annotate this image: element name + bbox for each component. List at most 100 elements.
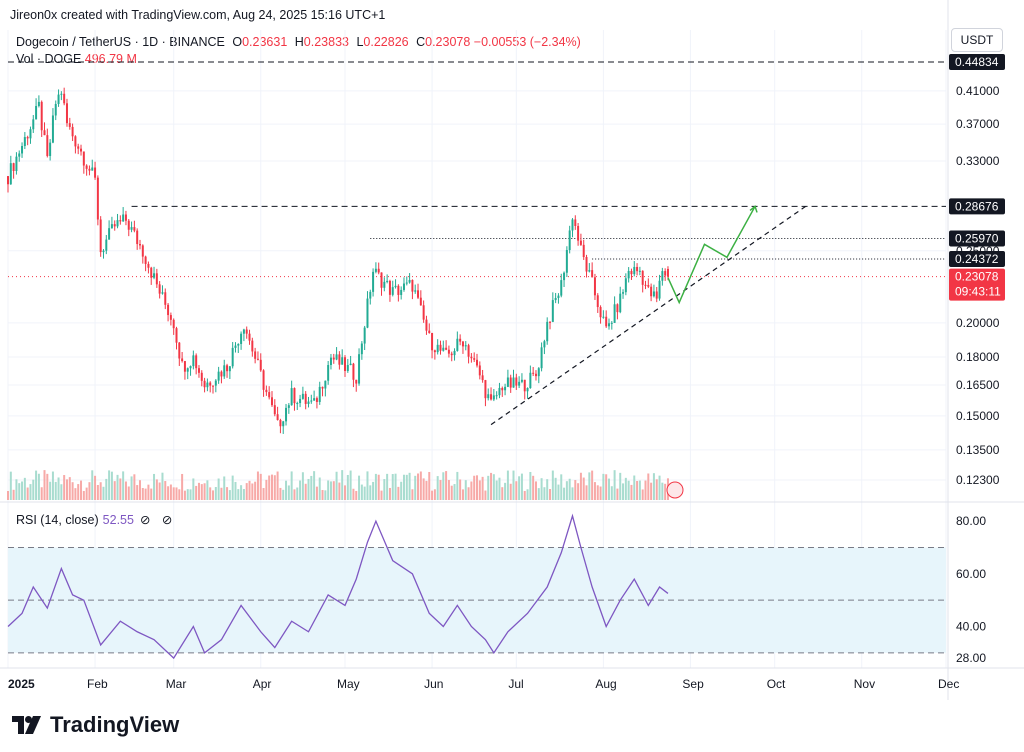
volume-bar [383, 479, 386, 500]
candle-body [476, 359, 478, 366]
volume-bar [141, 488, 144, 500]
volume-bar [358, 475, 361, 500]
candle-body [549, 321, 552, 323]
candle-body [582, 244, 585, 258]
volume-bar [195, 485, 198, 500]
volume-bar [169, 484, 172, 500]
volume-bar [158, 482, 161, 500]
alert-icon [666, 481, 684, 499]
volume-bar [447, 480, 450, 500]
candle-body [425, 319, 428, 331]
candle-body [256, 358, 259, 360]
candle-body [226, 365, 229, 372]
volume-bar [285, 480, 288, 500]
candle-body [203, 380, 206, 388]
candle-body [85, 165, 88, 169]
candle-body [18, 153, 21, 157]
candle-body [279, 419, 282, 427]
volume-bar [619, 472, 622, 500]
candle-body [141, 245, 144, 257]
candle-body [144, 256, 147, 264]
price-tick-label: 0.18000 [956, 350, 1000, 364]
volume-bar [299, 480, 302, 500]
candle-body [658, 280, 661, 299]
candle-body [593, 277, 596, 296]
volume-bar [335, 471, 338, 500]
candle-body [200, 372, 203, 381]
candle-body [313, 398, 316, 401]
volume-bar [242, 489, 245, 500]
volume-bar [574, 480, 577, 500]
time-tick-label: Oct [767, 677, 786, 691]
candle-body [461, 341, 464, 347]
candle-body [478, 365, 481, 376]
volume-bar [549, 489, 552, 500]
rsi-line [7, 513, 669, 660]
candle-body [599, 307, 602, 318]
candle-body [214, 380, 217, 386]
volume-bar [610, 486, 613, 500]
candle-body [554, 297, 557, 301]
candle-body [282, 421, 285, 427]
volume-bar [655, 479, 658, 500]
candle-body [388, 280, 391, 295]
volume-bar [526, 489, 529, 500]
candle-body [464, 345, 467, 347]
rsi-legend: RSI (14, close) 52.55 ⊘ ⊘ [16, 512, 176, 527]
candle-body [529, 372, 532, 389]
volume-bar [133, 474, 136, 500]
low-value: 0.22826 [363, 35, 409, 49]
volume-bar [26, 487, 29, 500]
price-label-badge [949, 268, 1005, 301]
candle-body [467, 345, 470, 357]
brand-name: TradingView [50, 712, 180, 737]
time-tick-label: Jun [424, 677, 443, 691]
volume-bar [369, 485, 372, 500]
volume-bar [532, 475, 535, 500]
candle-body [136, 230, 139, 245]
candle-body [571, 219, 574, 231]
candle-body [577, 225, 580, 241]
time-tick-label: 2025 [8, 677, 35, 691]
volume-bar [560, 474, 563, 500]
volume-bar [57, 477, 60, 500]
volume-bar [153, 473, 156, 500]
volume-bar [391, 474, 394, 500]
candle-body [290, 388, 293, 406]
volume-bar [470, 481, 473, 500]
candle-body [602, 316, 605, 318]
rsi-label[interactable]: RSI (14, close) [16, 513, 99, 527]
volume-bar [386, 473, 389, 500]
volume-bar [534, 481, 537, 500]
candle-body [355, 379, 358, 384]
candle-body [568, 230, 571, 251]
price-label-badge [949, 230, 1005, 247]
volume-bar [82, 490, 85, 500]
volume-bar [425, 480, 428, 500]
candle-body [329, 357, 332, 366]
volume-bar [344, 485, 347, 500]
volume-bar [248, 480, 251, 500]
volume-bar [310, 475, 313, 500]
rsi-hidden-icons: ⊘ ⊘ [139, 513, 177, 527]
volume-bar [512, 470, 515, 500]
candle-body [655, 291, 658, 299]
volume-bar [433, 489, 436, 500]
volume-bar [487, 475, 490, 500]
volume-bar [605, 474, 608, 500]
candle-body [318, 386, 321, 402]
volume-bar [217, 478, 220, 500]
volume-bar [636, 480, 639, 500]
symbol-title[interactable]: Dogecoin / TetherUS · 1D · BINANCE [16, 35, 225, 49]
trendlines [490, 205, 806, 499]
candle-body [338, 354, 341, 365]
volume-bar [226, 487, 229, 500]
currency-button[interactable]: USDT [951, 28, 1003, 52]
volume-bar [251, 483, 254, 500]
candle-body [212, 385, 215, 387]
volume-bar [167, 486, 170, 500]
volume-bar [602, 473, 605, 500]
volume-bar [652, 473, 655, 500]
candle-body [169, 315, 172, 320]
